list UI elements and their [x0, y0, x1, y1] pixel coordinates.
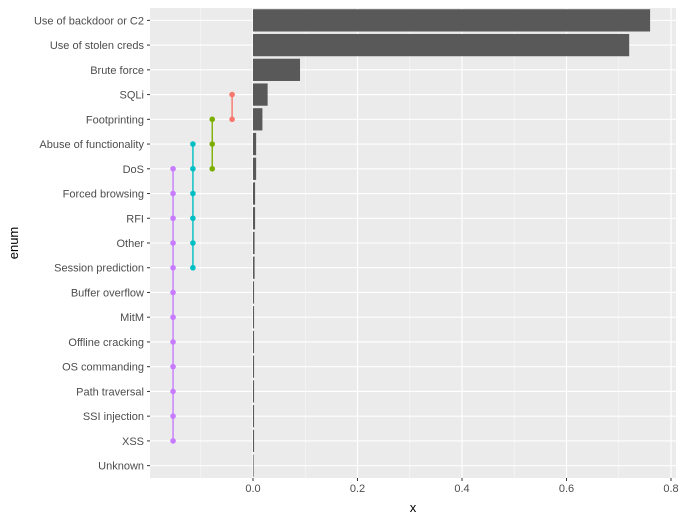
y-axis-title: enum	[6, 227, 21, 260]
y-tick-label: OS commanding	[62, 362, 144, 374]
group-point	[190, 240, 196, 246]
y-tick-label: SQLi	[120, 90, 144, 102]
group-point	[170, 339, 176, 345]
y-tick-label: Path traversal	[76, 386, 144, 398]
group-point	[190, 215, 196, 222]
group-point	[170, 413, 176, 419]
bars	[253, 9, 651, 477]
x-axis: 0.0 0.2 0.4 0.6 0.8	[245, 478, 679, 495]
y-tick-label: DoS	[123, 164, 144, 176]
group-point	[170, 388, 176, 395]
y-tick-label: Buffer overflow	[71, 287, 144, 299]
y-axis: Use of backdoor or C2 Use of stolen creds…	[34, 15, 150, 473]
y-tick-label: Footprinting	[86, 114, 144, 126]
y-tick-label: XSS	[122, 436, 144, 448]
y-tick-label: Forced browsing	[63, 189, 144, 201]
bar	[253, 9, 651, 32]
bar	[253, 207, 256, 230]
y-tick-label: Brute force	[90, 65, 144, 77]
bar	[253, 355, 255, 378]
group-point	[170, 165, 176, 172]
group-point	[170, 289, 176, 296]
bar	[253, 157, 257, 180]
bar	[253, 231, 255, 255]
bar	[253, 380, 255, 403]
group-segments	[170, 91, 235, 444]
bar	[253, 256, 255, 279]
x-tick-label: 0.4	[454, 483, 469, 495]
y-tick-label: Session prediction	[54, 263, 144, 275]
x-tick-label: 0.6	[559, 483, 574, 495]
x-tick-label: 0.2	[350, 483, 365, 495]
group-point	[229, 116, 235, 123]
group-point	[170, 438, 176, 444]
x-tick-label: 0.8	[663, 483, 678, 495]
y-tick-label: SSI injection	[83, 411, 144, 423]
group-point	[190, 165, 196, 172]
group-point	[170, 190, 176, 197]
bar	[253, 58, 301, 81]
bar	[253, 429, 255, 453]
group-point	[170, 240, 176, 246]
y-tick-label: Other	[116, 238, 144, 250]
group-point	[170, 363, 176, 370]
x-tick-label: 0.0	[245, 483, 260, 495]
group-point	[209, 116, 216, 123]
bar	[253, 454, 254, 477]
group-point	[209, 141, 216, 147]
bar	[253, 108, 263, 131]
group-point	[190, 264, 196, 271]
bar	[253, 405, 255, 428]
x-axis-title: x	[410, 500, 417, 515]
group-point	[170, 264, 176, 271]
y-tick-label: Use of stolen creds	[50, 40, 145, 52]
y-tick-label: Use of backdoor or C2	[34, 15, 144, 27]
bar	[253, 83, 268, 106]
group-point	[170, 215, 176, 222]
bar	[253, 132, 257, 156]
bar	[253, 306, 255, 329]
group-point	[209, 165, 216, 172]
group-point	[170, 314, 176, 321]
bar	[253, 33, 630, 57]
y-tick-label: Unknown	[98, 461, 144, 473]
group-point	[190, 190, 196, 197]
bar	[253, 281, 255, 304]
y-tick-label: RFI	[126, 213, 144, 225]
bar	[253, 182, 256, 205]
group-point	[229, 91, 235, 98]
y-tick-label: MitM	[120, 312, 144, 324]
y-tick-label: Offline cracking	[68, 337, 144, 349]
bar	[253, 330, 255, 354]
group-point	[190, 141, 196, 147]
y-tick-label: Abuse of functionality	[39, 139, 144, 151]
